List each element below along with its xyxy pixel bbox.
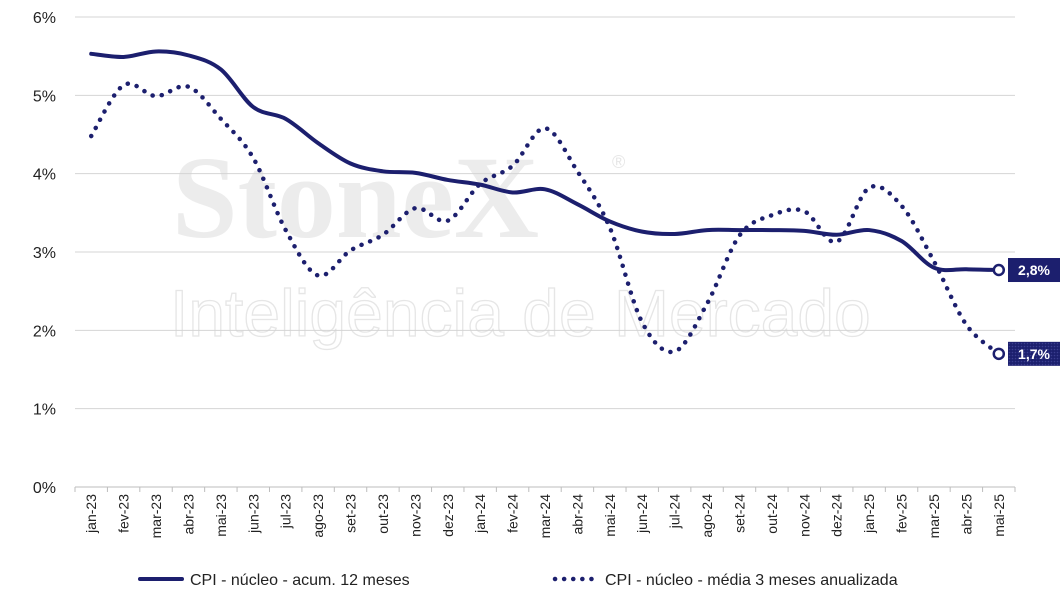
legend-label-dotted: CPI - núcleo - média 3 meses anualizada xyxy=(605,572,898,589)
x-tick-label: out-23 xyxy=(375,494,391,534)
x-tick-label: mar-23 xyxy=(148,494,164,539)
x-tick-label: jan-25 xyxy=(861,494,877,534)
y-tick-label: 3% xyxy=(33,245,56,262)
watermark-registered: ® xyxy=(612,152,625,172)
x-tick-label: jul-24 xyxy=(667,494,683,529)
x-tick-label: set-24 xyxy=(731,494,747,533)
x-tick-label: mar-24 xyxy=(537,494,553,539)
y-tick-label: 4% xyxy=(33,167,56,184)
end-label-box xyxy=(1008,258,1060,283)
end-labels: 2,8% 1,7% xyxy=(992,258,1060,366)
x-tick-label: mai-23 xyxy=(213,494,229,537)
x-tick-label: mar-25 xyxy=(926,494,942,539)
x-tick-label: nov-23 xyxy=(407,494,423,537)
x-tick-label: mai-25 xyxy=(991,494,1007,537)
x-tick-label: abr-23 xyxy=(180,494,196,535)
y-tick-label: 1% xyxy=(33,402,56,419)
x-tick-label: nov-24 xyxy=(796,494,812,537)
x-tick-label: ago-23 xyxy=(310,494,326,538)
x-tick-label: dez-23 xyxy=(440,494,456,537)
x-tick-label: abr-25 xyxy=(958,494,974,535)
x-tick-label: jun-24 xyxy=(634,494,650,534)
end-label: 1,7% xyxy=(1018,346,1050,362)
x-tick-label: dez-24 xyxy=(829,494,845,537)
x-tick-label: out-24 xyxy=(764,494,780,534)
x-tick-label: set-23 xyxy=(343,494,359,533)
y-tick-label: 0% xyxy=(33,480,56,497)
y-tick-label: 6% xyxy=(33,10,56,27)
series-group xyxy=(88,49,1002,357)
x-axis: jan-23 fev-23 mar-23 abr-23 mai-23 jun-23 jul-… xyxy=(74,486,1016,539)
x-tick-label: abr-24 xyxy=(569,494,585,535)
y-tick-label: 2% xyxy=(33,323,56,340)
watermark: StoneX ® Inteligência de Mercado xyxy=(169,132,871,351)
x-tick-label: ago-24 xyxy=(699,494,715,538)
y-tick-label: 5% xyxy=(33,88,56,105)
x-tick-label: jan-24 xyxy=(472,494,488,534)
end-marker xyxy=(992,263,1006,277)
series-line-dotted xyxy=(88,81,1002,357)
end-label: 2,8% xyxy=(1018,262,1050,278)
x-tick-label: jan-23 xyxy=(83,494,99,534)
legend-label-solid: CPI - núcleo - acum. 12 meses xyxy=(190,572,410,589)
x-tick-label: jul-23 xyxy=(278,494,294,529)
gridlines xyxy=(75,16,1015,410)
x-tick-label: fev-24 xyxy=(505,494,521,533)
x-tick-label: jun-23 xyxy=(245,494,261,534)
end-marker xyxy=(992,347,1006,361)
x-tick-label: mai-24 xyxy=(602,494,618,537)
watermark-brand: StoneX xyxy=(172,132,539,263)
x-tick-label: fev-25 xyxy=(894,494,910,533)
end-label-box xyxy=(1008,341,1060,366)
legend: CPI - núcleo - acum. 12 meses CPI - núcl… xyxy=(138,572,898,589)
y-axis: 0% 1% 2% 3% 4% 5% 6% xyxy=(33,10,56,497)
x-tick-label: fev-23 xyxy=(116,494,132,533)
watermark-tagline: Inteligência de Mercado xyxy=(170,276,871,350)
